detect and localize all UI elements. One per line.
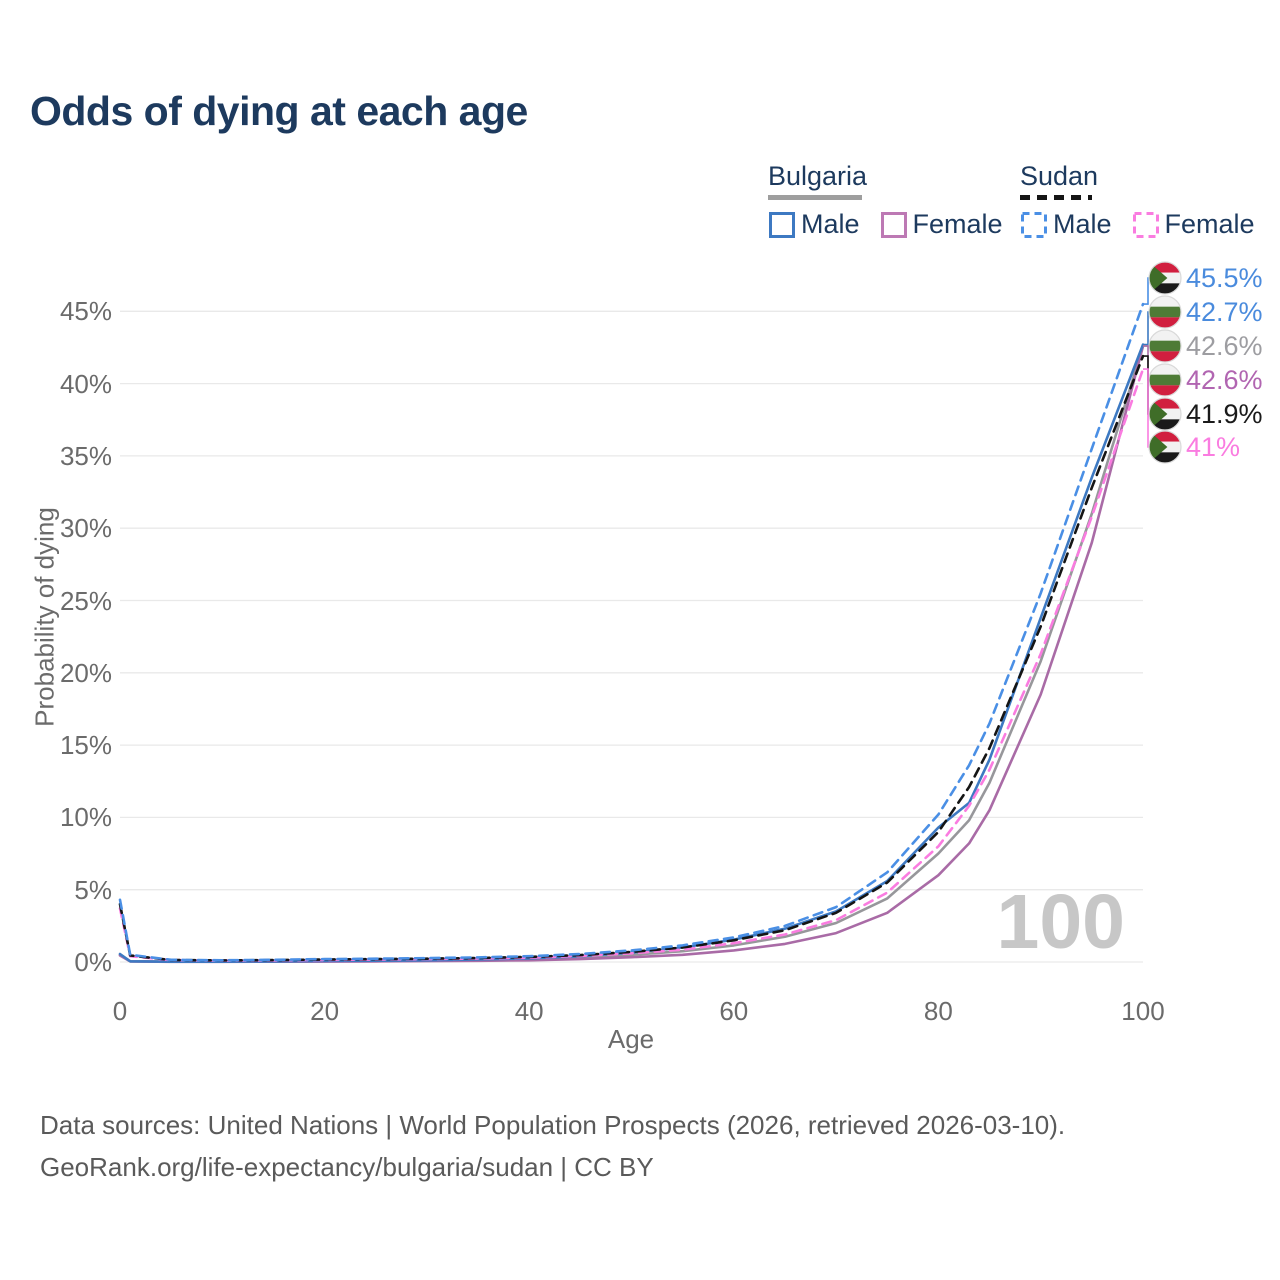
legend-underline-dashed bbox=[1020, 195, 1092, 200]
end-value-label-sudan-both: 41.9% bbox=[1186, 399, 1263, 429]
flag-ring bbox=[1148, 295, 1182, 329]
end-value-label-bulgaria-female: 42.6% bbox=[1186, 365, 1263, 395]
bulgaria-flag-icon bbox=[1149, 364, 1181, 396]
end-value-label-bulgaria-male: 42.7% bbox=[1186, 297, 1263, 327]
flag-ring bbox=[1148, 261, 1182, 295]
series-line-sudan-both[interactable] bbox=[118, 354, 1145, 962]
series-line-bulgaria-female[interactable] bbox=[118, 344, 1145, 964]
sudan-flag-icon bbox=[1149, 398, 1181, 430]
x-tick-label-80: 80 bbox=[923, 996, 953, 1026]
footer-data-sources: Data sources: United Nations | World Pop… bbox=[40, 1110, 1066, 1140]
sudan-flag-icon bbox=[1149, 431, 1181, 463]
x-tick-label-100: 100 bbox=[1121, 996, 1165, 1026]
x-tick-label-20: 20 bbox=[310, 996, 340, 1026]
y-tick-label-40: 40% bbox=[59, 368, 112, 399]
legend-underline-solid bbox=[768, 195, 862, 200]
footer-attribution: GeoRank.org/life-expectancy/bulgaria/sud… bbox=[40, 1152, 654, 1182]
legend-group-sudan: Sudan Male Female bbox=[1020, 161, 1255, 240]
legend-group-bulgaria: Bulgaria Male Female bbox=[768, 161, 1003, 240]
end-value-label-sudan-female: 41% bbox=[1186, 432, 1241, 462]
y-tick-label-0: 0% bbox=[74, 947, 112, 977]
legend-label: Female bbox=[1164, 209, 1255, 239]
watermark-age-100: 100 bbox=[996, 879, 1125, 965]
bulgaria-flag-icon bbox=[1149, 296, 1181, 328]
legend-label: Male bbox=[801, 209, 860, 239]
legend-label: Male bbox=[1053, 209, 1112, 239]
legend-item-sudan-female[interactable]: Female bbox=[1132, 209, 1255, 240]
y-tick-label-35: 35% bbox=[59, 440, 112, 471]
y-tick-label-20: 20% bbox=[59, 657, 112, 688]
legend-country-bulgaria: Bulgaria bbox=[768, 161, 868, 191]
end-value-label-sudan-male: 45.5% bbox=[1186, 263, 1263, 293]
legend-swatch-bulgaria-male-icon bbox=[769, 211, 795, 238]
y-tick-label-10: 10% bbox=[59, 802, 112, 833]
legend-swatch-sudan-male-icon bbox=[1021, 211, 1047, 238]
legend-label: Female bbox=[912, 209, 1003, 239]
series-line-sudan-male[interactable] bbox=[118, 302, 1145, 962]
end-value-label-bulgaria-both: 42.6% bbox=[1186, 331, 1263, 361]
legend-item-bulgaria-male[interactable]: Male bbox=[768, 209, 860, 240]
flag-ring bbox=[1148, 397, 1182, 431]
series-line-sudan-female[interactable] bbox=[118, 367, 1145, 962]
y-tick-label-15: 15% bbox=[59, 730, 112, 761]
flag-ring bbox=[1148, 329, 1182, 363]
legend-country-sudan: Sudan bbox=[1020, 161, 1099, 191]
x-tick-label-0: 0 bbox=[112, 996, 128, 1026]
legend-item-sudan-male[interactable]: Male bbox=[1020, 209, 1112, 240]
bulgaria-flag-icon bbox=[1149, 330, 1181, 362]
series-line-bulgaria-both[interactable] bbox=[118, 344, 1145, 964]
x-axis-title: Age bbox=[607, 1024, 655, 1054]
legend-swatch-sudan-female-icon bbox=[1132, 211, 1159, 238]
sudan-flag-icon bbox=[1149, 262, 1181, 294]
x-tick-label-40: 40 bbox=[514, 996, 544, 1026]
flag-ring bbox=[1148, 430, 1182, 464]
page-title: Odds of dying at each age bbox=[30, 88, 528, 134]
y-tick-label-5: 5% bbox=[74, 874, 112, 905]
y-tick-label-30: 30% bbox=[59, 513, 112, 544]
series-line-bulgaria-male[interactable] bbox=[118, 343, 1145, 964]
legend-item-bulgaria-female[interactable]: Female bbox=[880, 209, 1003, 240]
x-tick-label-60: 60 bbox=[719, 996, 749, 1026]
y-tick-label-25: 25% bbox=[59, 585, 112, 616]
legend-swatch-bulgaria-female-icon bbox=[880, 211, 907, 238]
flag-ring bbox=[1148, 363, 1182, 397]
y-tick-label-45: 45% bbox=[59, 296, 112, 327]
footer: Data sources: United Nations | World Pop… bbox=[40, 1104, 1240, 1188]
